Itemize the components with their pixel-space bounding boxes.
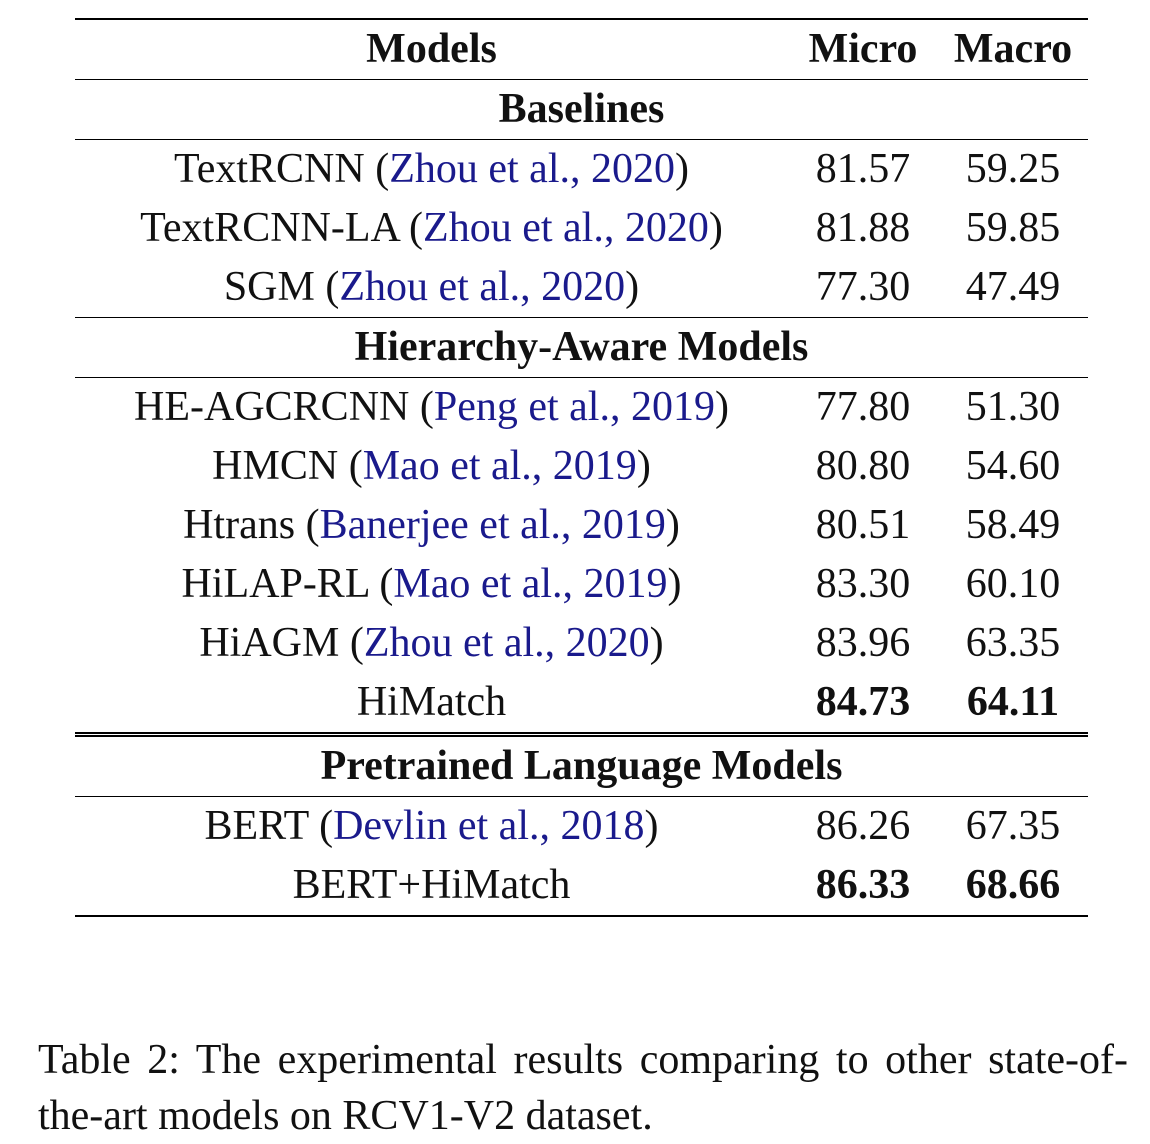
micro-score: 83.30 [815, 561, 911, 607]
model-name: TextRCNN [173, 146, 365, 192]
macro-score: 63.35 [965, 620, 1061, 666]
table-row: HMCN (Mao et al., 2019) 80.80 54.60 [75, 437, 1088, 496]
macro-score: 51.30 [938, 377, 1088, 437]
citation-link[interactable]: Zhou et al., 2020 [339, 264, 626, 310]
model-name: Htrans [183, 502, 296, 548]
micro-score: 77.30 [815, 264, 911, 310]
macro-score: 59.25 [938, 139, 1088, 199]
header-row: Models Micro Macro [75, 18, 1088, 80]
table-row: SGM (Zhou et al., 2020) 77.30 47.49 [75, 258, 1088, 318]
model-cell: HiLAP-RL (Mao et al., 2019) [181, 561, 682, 607]
model-cell: TextRCNN-LA (Zhou et al., 2020) [140, 205, 723, 251]
macro-score: 64.11 [966, 679, 1060, 725]
citation-link[interactable]: Mao et al., 2019 [362, 443, 637, 489]
table-row: BERT (Devlin et al., 2018) 86.26 67.35 [75, 796, 1088, 856]
model-cell: HMCN (Mao et al., 2019) [212, 443, 651, 489]
model-name: HiMatch [356, 679, 507, 725]
table-row: HiLAP-RL (Mao et al., 2019) 83.30 60.10 [75, 555, 1088, 614]
model-name: HiAGM [199, 620, 340, 666]
micro-score: 80.80 [815, 443, 911, 489]
model-cell: HE-AGCRCNN (Peng et al., 2019) [75, 377, 788, 437]
model-name: TextRCNN-LA [140, 205, 399, 251]
model-cell: SGM (Zhou et al., 2020) [223, 264, 640, 310]
table-row: TextRCNN (Zhou et al., 2020) 81.57 59.25 [75, 139, 1088, 199]
macro-score: 60.10 [965, 561, 1061, 607]
model-cell: HiMatch [75, 673, 788, 735]
citation-link[interactable]: Banerjee et al., 2019 [319, 502, 666, 548]
micro-score: 81.57 [788, 139, 938, 199]
section-header-row: Pretrained Language Models [75, 732, 1088, 797]
macro-score: 59.85 [965, 205, 1061, 251]
table-row: TextRCNN-LA (Zhou et al., 2020) 81.88 59.8… [75, 199, 1088, 258]
micro-score: 77.80 [788, 377, 938, 437]
micro-score: 80.51 [815, 502, 911, 548]
citation-link[interactable]: Mao et al., 2019 [393, 561, 668, 607]
model-name: BERT+HiMatch [292, 862, 571, 908]
section-title: Pretrained Language Models [75, 732, 1088, 797]
citation-link[interactable]: Zhou et al., 2020 [389, 146, 675, 192]
citation-link[interactable]: Peng et al., 2019 [433, 384, 715, 430]
model-name: HE-AGCRCNN [134, 384, 410, 430]
micro-score: 81.88 [815, 205, 911, 251]
model-name: HiLAP-RL [181, 561, 369, 607]
table-body: Baselines TextRCNN (Zhou et al., 2020) 81.… [75, 79, 1088, 917]
section-title: Hierarchy-Aware Models [75, 317, 1088, 378]
macro-score: 67.35 [938, 796, 1088, 856]
micro-score: 83.96 [815, 620, 911, 666]
section-title: Baselines [75, 79, 1088, 140]
model-cell: Htrans (Banerjee et al., 2019) [183, 502, 680, 548]
section-header-row: Baselines [75, 79, 1088, 140]
header-micro: Micro [788, 18, 938, 80]
table-caption: Table 2: The experimental results compar… [38, 1037, 1128, 1139]
table-row: Htrans (Banerjee et al., 2019) 80.51 58.49 [75, 496, 1088, 555]
model-cell: TextRCNN (Zhou et al., 2020) [75, 139, 788, 199]
model-name: HMCN [212, 443, 339, 489]
citation-link[interactable]: Zhou et al., 2020 [363, 620, 650, 666]
macro-score: 68.66 [938, 856, 1088, 917]
results-table: Models Micro Macro Baselines TextRCNN (Zh… [75, 18, 1088, 917]
macro-score: 47.49 [965, 264, 1061, 310]
table-row: HiMatch 84.73 64.11 [75, 673, 1088, 735]
model-name: SGM [223, 264, 315, 310]
macro-score: 54.60 [965, 443, 1061, 489]
table-row: BERT+HiMatch 86.33 68.66 [75, 856, 1088, 917]
model-cell: BERT (Devlin et al., 2018) [75, 796, 788, 856]
macro-score: 58.49 [965, 502, 1061, 548]
model-name: BERT [204, 803, 309, 849]
citation-link[interactable]: Zhou et al., 2020 [423, 205, 709, 251]
micro-score: 86.26 [788, 796, 938, 856]
micro-score: 86.33 [788, 856, 938, 917]
section-header-row: Hierarchy-Aware Models [75, 317, 1088, 378]
micro-score: 84.73 [815, 679, 911, 725]
header-macro: Macro [938, 18, 1088, 80]
table-row: HE-AGCRCNN (Peng et al., 2019) 77.80 51.30 [75, 377, 1088, 437]
model-cell: HiAGM (Zhou et al., 2020) [199, 620, 664, 666]
table-row: HiAGM (Zhou et al., 2020) 83.96 63.35 [75, 614, 1088, 673]
header-models: Models [75, 18, 788, 80]
citation-link[interactable]: Devlin et al., 2018 [333, 803, 645, 849]
model-cell: BERT+HiMatch [75, 856, 788, 917]
